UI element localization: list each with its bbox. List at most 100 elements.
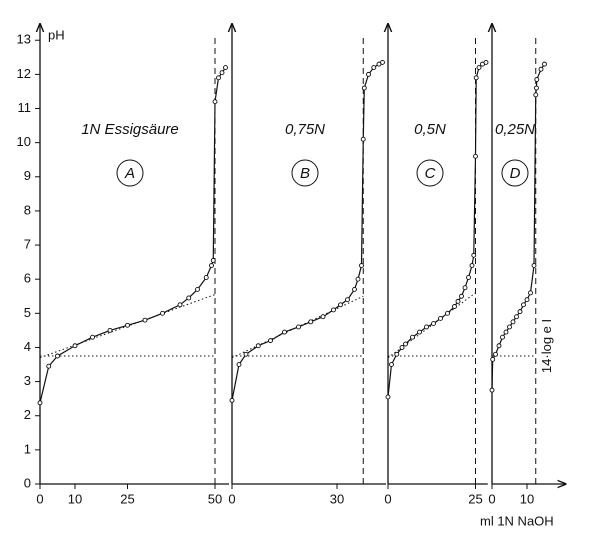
- data-point: [212, 99, 218, 105]
- data-point: [507, 324, 512, 330]
- data-point: [473, 75, 479, 81]
- data-point: [490, 356, 496, 362]
- data-point: [359, 263, 364, 268]
- data-point: [186, 295, 192, 301]
- data-point: [72, 343, 78, 349]
- panel-letter: D: [510, 165, 521, 182]
- data-point: [219, 70, 225, 76]
- titration-curve: [491, 63, 545, 391]
- panel-badge: [116, 159, 144, 187]
- panel-title: 0,75N: [285, 121, 325, 138]
- data-point: [496, 343, 502, 349]
- data-point: [37, 400, 43, 406]
- y-tick-label: 7: [24, 236, 31, 251]
- data-point: [524, 297, 530, 303]
- data-point: [469, 263, 475, 268]
- data-point: [236, 362, 242, 367]
- data-point: [489, 387, 495, 393]
- data-point: [216, 75, 221, 81]
- data-point: [417, 329, 422, 335]
- data-point: [345, 297, 350, 303]
- panel-title: 1N Essigsäure: [81, 121, 179, 138]
- data-point: [403, 341, 408, 347]
- data-point: [308, 319, 314, 325]
- y-axis-label: pH: [48, 27, 65, 42]
- data-point: [338, 302, 343, 308]
- data-point: [389, 362, 394, 367]
- data-point: [521, 302, 526, 308]
- y-tick-label: 8: [24, 202, 31, 217]
- data-point: [514, 314, 519, 320]
- data-point: [500, 334, 505, 340]
- panel-badge: [501, 159, 529, 187]
- data-point: [410, 334, 415, 340]
- x-axis-label: ml 1N NaOH: [480, 513, 554, 528]
- data-point: [210, 257, 216, 263]
- x-tick-label: 10: [68, 491, 82, 506]
- y-tick-label: 12: [17, 66, 31, 81]
- data-point: [533, 92, 539, 98]
- data-point: [385, 394, 391, 400]
- y-tick-label: 0: [24, 475, 31, 490]
- data-point: [371, 65, 377, 70]
- x-tick-label: 0: [488, 491, 495, 506]
- data-point: [107, 327, 113, 333]
- data-point: [380, 59, 385, 65]
- titration-curve: [231, 61, 383, 401]
- panel-badge: [291, 159, 319, 187]
- data-point: [360, 136, 366, 142]
- data-point: [471, 252, 477, 258]
- panel-title: 0,5N: [414, 121, 446, 138]
- y-tick-label: 1: [24, 441, 31, 456]
- data-point: [296, 324, 301, 330]
- data-point: [503, 329, 509, 335]
- data-point: [424, 324, 429, 330]
- x-tick-label: 0: [228, 491, 235, 506]
- x-tick-label: 10: [520, 491, 534, 506]
- y-tick-label: 13: [17, 32, 31, 47]
- data-point: [366, 71, 371, 77]
- data-point: [90, 334, 95, 340]
- data-point: [352, 286, 357, 292]
- data-point: [534, 77, 540, 82]
- data-point: [177, 302, 183, 308]
- annotation: 14·log e I: [539, 319, 554, 373]
- data-point: [243, 351, 249, 357]
- data-point: [510, 319, 516, 325]
- data-point: [462, 285, 468, 291]
- y-tick-label: 3: [24, 373, 31, 388]
- data-point: [483, 59, 489, 65]
- data-point: [476, 65, 482, 70]
- x-tick-label: 0: [384, 491, 391, 506]
- data-point: [466, 275, 471, 280]
- data-point: [160, 310, 165, 316]
- data-point: [229, 397, 235, 403]
- data-point: [528, 290, 533, 296]
- data-point: [452, 304, 457, 309]
- data-point: [268, 338, 273, 344]
- x-tick-label: 25: [120, 491, 134, 506]
- panel-title: 0,25N: [495, 121, 535, 138]
- x-tick-label: 30: [330, 491, 344, 506]
- data-point: [431, 321, 436, 327]
- data-point: [493, 351, 498, 357]
- y-tick-label: 4: [24, 339, 31, 354]
- data-point: [125, 322, 130, 328]
- y-tick-label: 10: [17, 134, 31, 149]
- data-point: [399, 345, 405, 350]
- data-point: [542, 61, 547, 67]
- data-point: [320, 314, 326, 320]
- x-tick-label: 50: [208, 491, 222, 506]
- data-point: [223, 65, 228, 70]
- titration-curve: [39, 67, 226, 403]
- data-point: [538, 66, 544, 72]
- y-tick-label: 9: [24, 168, 31, 183]
- data-point: [531, 263, 537, 268]
- data-point: [255, 343, 261, 349]
- panel-letter: B: [300, 165, 310, 182]
- y-tick-label: 11: [18, 100, 32, 115]
- y-tick-label: 5: [24, 305, 31, 320]
- panel-badge: [416, 159, 444, 187]
- panel-letter: C: [425, 165, 436, 182]
